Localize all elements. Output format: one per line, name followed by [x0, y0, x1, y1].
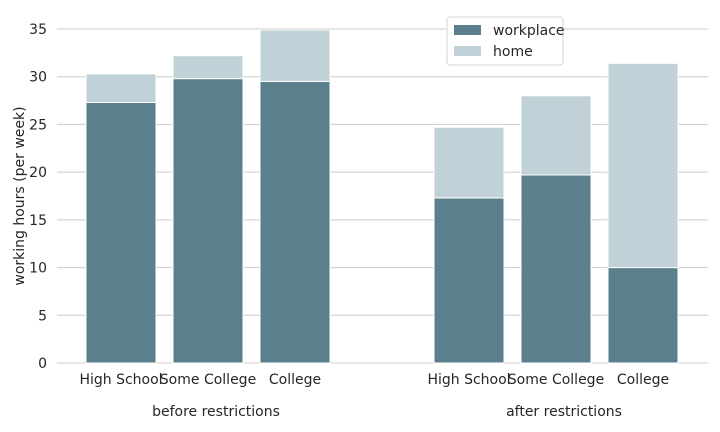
bar-workplace: [172, 78, 244, 364]
group-label: after restrictions: [506, 404, 622, 420]
bar-workplace: [607, 267, 679, 364]
legend-label-workplace: workplace: [493, 23, 565, 39]
x-tick-label: Some College: [160, 372, 256, 388]
bars: [85, 29, 679, 364]
y-tick-label: 15: [29, 213, 47, 229]
legend: workplace home: [446, 16, 565, 66]
bar-home: [607, 62, 679, 269]
bar-workplace: [85, 101, 157, 364]
y-axis-label: working hours (per week): [12, 106, 28, 285]
y-tick-label: 20: [29, 165, 47, 181]
y-tick-label: 10: [29, 261, 47, 277]
bar-workplace: [433, 197, 505, 364]
x-tick-label: High School: [427, 372, 510, 388]
y-tick-label: 30: [29, 70, 47, 86]
group-label: before restrictions: [152, 404, 280, 420]
y-tick-label: 0: [38, 356, 47, 372]
legend-swatch-home: [454, 46, 481, 56]
bar-home: [433, 126, 505, 199]
legend-swatch-workplace: [454, 25, 481, 35]
y-tick-label: 35: [29, 22, 47, 38]
grid-lines: [57, 28, 708, 364]
y-tick-label: 5: [38, 308, 47, 324]
bar-home: [85, 73, 157, 103]
x-tick-label: Some College: [508, 372, 604, 388]
x-tick-label: College: [269, 372, 321, 388]
bar-home: [259, 29, 331, 82]
x-tick-label: High School: [79, 372, 162, 388]
x-tick-label: College: [617, 372, 669, 388]
bar-home: [520, 95, 592, 176]
group-labels: before restrictions after restrictions: [152, 404, 622, 420]
bar-home: [172, 55, 244, 80]
y-tick-label: 25: [29, 117, 47, 133]
bar-workplace: [520, 174, 592, 364]
y-tick-labels: 0 5 10 15 20 25 30 35: [29, 22, 47, 372]
legend-label-home: home: [493, 44, 533, 60]
bar-workplace: [259, 80, 331, 364]
